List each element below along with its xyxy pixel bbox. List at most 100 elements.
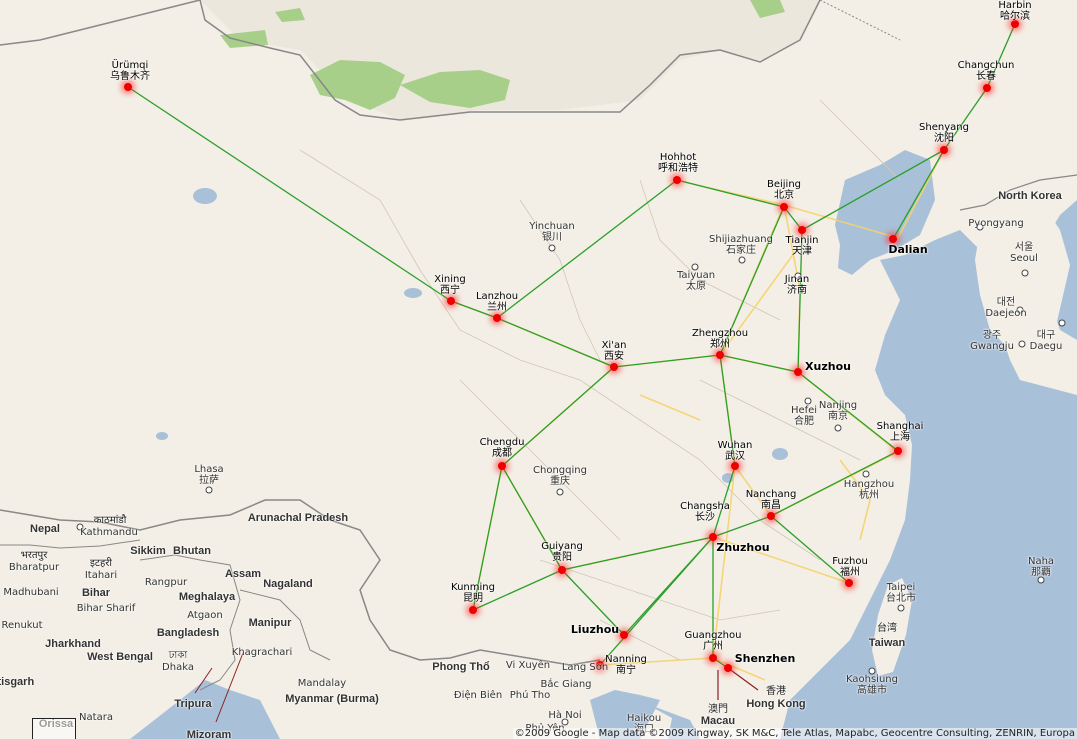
city-name-zh: 天津 (791, 246, 812, 257)
city-marker-fuzhou[interactable] (845, 579, 853, 587)
city-label-shanghai[interactable]: Shanghai 上海 (877, 421, 924, 443)
city-label-zhengzhou[interactable]: Zhengzhou 郑州 (692, 328, 748, 350)
city-marker-shenyang[interactable] (940, 146, 948, 154)
city-marker-lanzhou[interactable] (493, 314, 501, 322)
place-dot (205, 486, 213, 494)
place-label-b-c-giang: Bắc Giang (540, 679, 591, 690)
city-marker-nanning[interactable] (596, 661, 604, 669)
place-dot (556, 488, 564, 496)
city-label-urumqi[interactable]: Ürümqi 乌鲁木齐 (110, 60, 150, 82)
city-marker-changchun[interactable] (983, 84, 991, 92)
place-dot (1037, 576, 1045, 584)
city-label-xian[interactable]: Xi'an 西安 (602, 340, 627, 362)
place-name: Hangzhou (843, 479, 895, 490)
city-label-harbin[interactable]: Harbin 哈尔滨 (998, 0, 1031, 22)
city-label-lanzhou[interactable]: Lanzhou 兰州 (476, 291, 518, 313)
region-label-hong-kong: Hong Kong (746, 698, 806, 710)
city-marker-shanghai[interactable] (894, 447, 902, 455)
place-name: Kaohsiung (846, 674, 898, 685)
city-label-guiyang[interactable]: Guiyang 贵阳 (541, 541, 583, 563)
city-label-xining[interactable]: Xining 西宁 (434, 274, 465, 296)
city-marker-beijing[interactable] (780, 203, 788, 211)
city-marker-xuzhou[interactable] (794, 368, 802, 376)
city-label-chengdu[interactable]: Chengdu 成都 (480, 437, 525, 459)
city-marker-xining[interactable] (447, 297, 455, 305)
route-tianjin-shenyang (801, 149, 945, 231)
city-label-tianjin[interactable]: Tianjin 天津 (786, 235, 819, 257)
city-marker-xian[interactable] (610, 363, 618, 371)
city-label-wuhan[interactable]: Wuhan 武汉 (718, 440, 753, 462)
city-marker-guiyang[interactable] (558, 566, 566, 574)
route-kunming-guiyang (472, 569, 563, 611)
city-marker-dalian[interactable] (889, 235, 897, 243)
city-label-xuzhou[interactable]: Xuzhou (805, 361, 851, 372)
place-name: 광주 (982, 330, 1002, 341)
place-name: Hà Noi (548, 710, 582, 721)
city-label-nanning[interactable]: Nanning 南宁 (605, 654, 647, 676)
city-label-changsha[interactable]: Changsha 长沙 (680, 501, 730, 523)
route-xian-chengdu (501, 366, 615, 467)
city-label-shenyang[interactable]: Shenyang 沈阳 (919, 122, 969, 144)
place-name: 대구 (1036, 330, 1056, 341)
city-marker-harbin[interactable] (1011, 20, 1019, 28)
city-label-guangzhou[interactable]: Guangzhou 广州 (685, 630, 742, 652)
city-marker-tianjin[interactable] (798, 226, 806, 234)
place-label-madhubani: Madhubani (3, 587, 58, 598)
city-name-en: Xuzhou (805, 360, 851, 373)
city-name-en: Jinan (784, 274, 810, 285)
place-name-secondary: 拉萨 (199, 475, 219, 486)
city-marker-chengdu[interactable] (498, 462, 506, 470)
route-beijing-zhengzhou (719, 206, 785, 356)
city-label-beijing[interactable]: Beijing 北京 (767, 179, 801, 201)
itahari-native-label: इटहरी (90, 558, 112, 569)
city-label-nanchang[interactable]: Nanchang 南昌 (746, 489, 797, 511)
place-dot (862, 470, 870, 478)
route-xian-zhengzhou (613, 354, 721, 368)
city-marker-zhengzhou[interactable] (716, 351, 724, 359)
city-label-changchun[interactable]: Changchun 长春 (958, 60, 1015, 82)
city-name-zh: 郑州 (709, 339, 730, 350)
city-marker-nanchang[interactable] (767, 512, 775, 520)
place-label-taipei: Taipei 台北市 (886, 582, 916, 604)
place-dot (1021, 269, 1029, 277)
route-shenyang-changchun (943, 87, 988, 151)
city-name-en: Ürümqi (111, 60, 149, 71)
city-marker-shenzhen[interactable] (724, 664, 732, 672)
place-name: Naha (1027, 556, 1055, 567)
place-name-secondary: 高雄市 (856, 685, 887, 696)
place-name: Rangpur (144, 577, 188, 588)
city-name-en: Dalian (888, 243, 928, 256)
city-marker-kunming[interactable] (469, 606, 477, 614)
place-name: Bắc Giang (540, 679, 592, 690)
route-nanchang-shanghai (770, 450, 899, 517)
place-label-h-noi: Hà Noi (548, 710, 581, 721)
place-dot (794, 272, 802, 280)
city-label-jinan[interactable]: Jinan 济南 (785, 274, 810, 296)
place-label-lhasa: Lhasa 拉萨 (194, 464, 223, 486)
city-name-zh: 乌鲁木齐 (110, 71, 150, 82)
city-marker-liuzhou[interactable] (620, 631, 628, 639)
city-marker-wuhan[interactable] (731, 462, 739, 470)
city-marker-zhuzhou[interactable] (709, 533, 717, 541)
place-name: Vi Xuyên (505, 660, 551, 671)
city-label-shenzhen[interactable]: Shenzhen (735, 653, 796, 664)
dhaka-native-label: ঢাকা (168, 650, 188, 661)
place-name: Itahari (84, 570, 118, 581)
city-label-fuzhou[interactable]: Fuzhou 福州 (832, 556, 868, 578)
place-name-secondary: 太原 (686, 281, 706, 292)
place-dot (738, 256, 746, 264)
city-name-en: Liuzhou (570, 623, 620, 636)
city-label-liuzhou[interactable]: Liuzhou (571, 624, 619, 635)
place-label-shijiazhuang: Shijiazhuang 石家庄 (709, 234, 773, 256)
city-label-dalian[interactable]: Dalian (888, 244, 927, 255)
region-label-macau: Macau (700, 715, 736, 727)
city-name-zh: 贵阳 (551, 552, 572, 563)
city-label-zhuzhou[interactable]: Zhuzhou (716, 542, 769, 553)
city-label-hohhot[interactable]: Hohhot 呼和浩特 (658, 152, 698, 174)
city-marker-urumqi[interactable] (124, 83, 132, 91)
city-label-kunming[interactable]: Kunming 昆明 (451, 582, 495, 604)
city-marker-guangzhou[interactable] (709, 654, 717, 662)
city-marker-hohhot[interactable] (673, 176, 681, 184)
